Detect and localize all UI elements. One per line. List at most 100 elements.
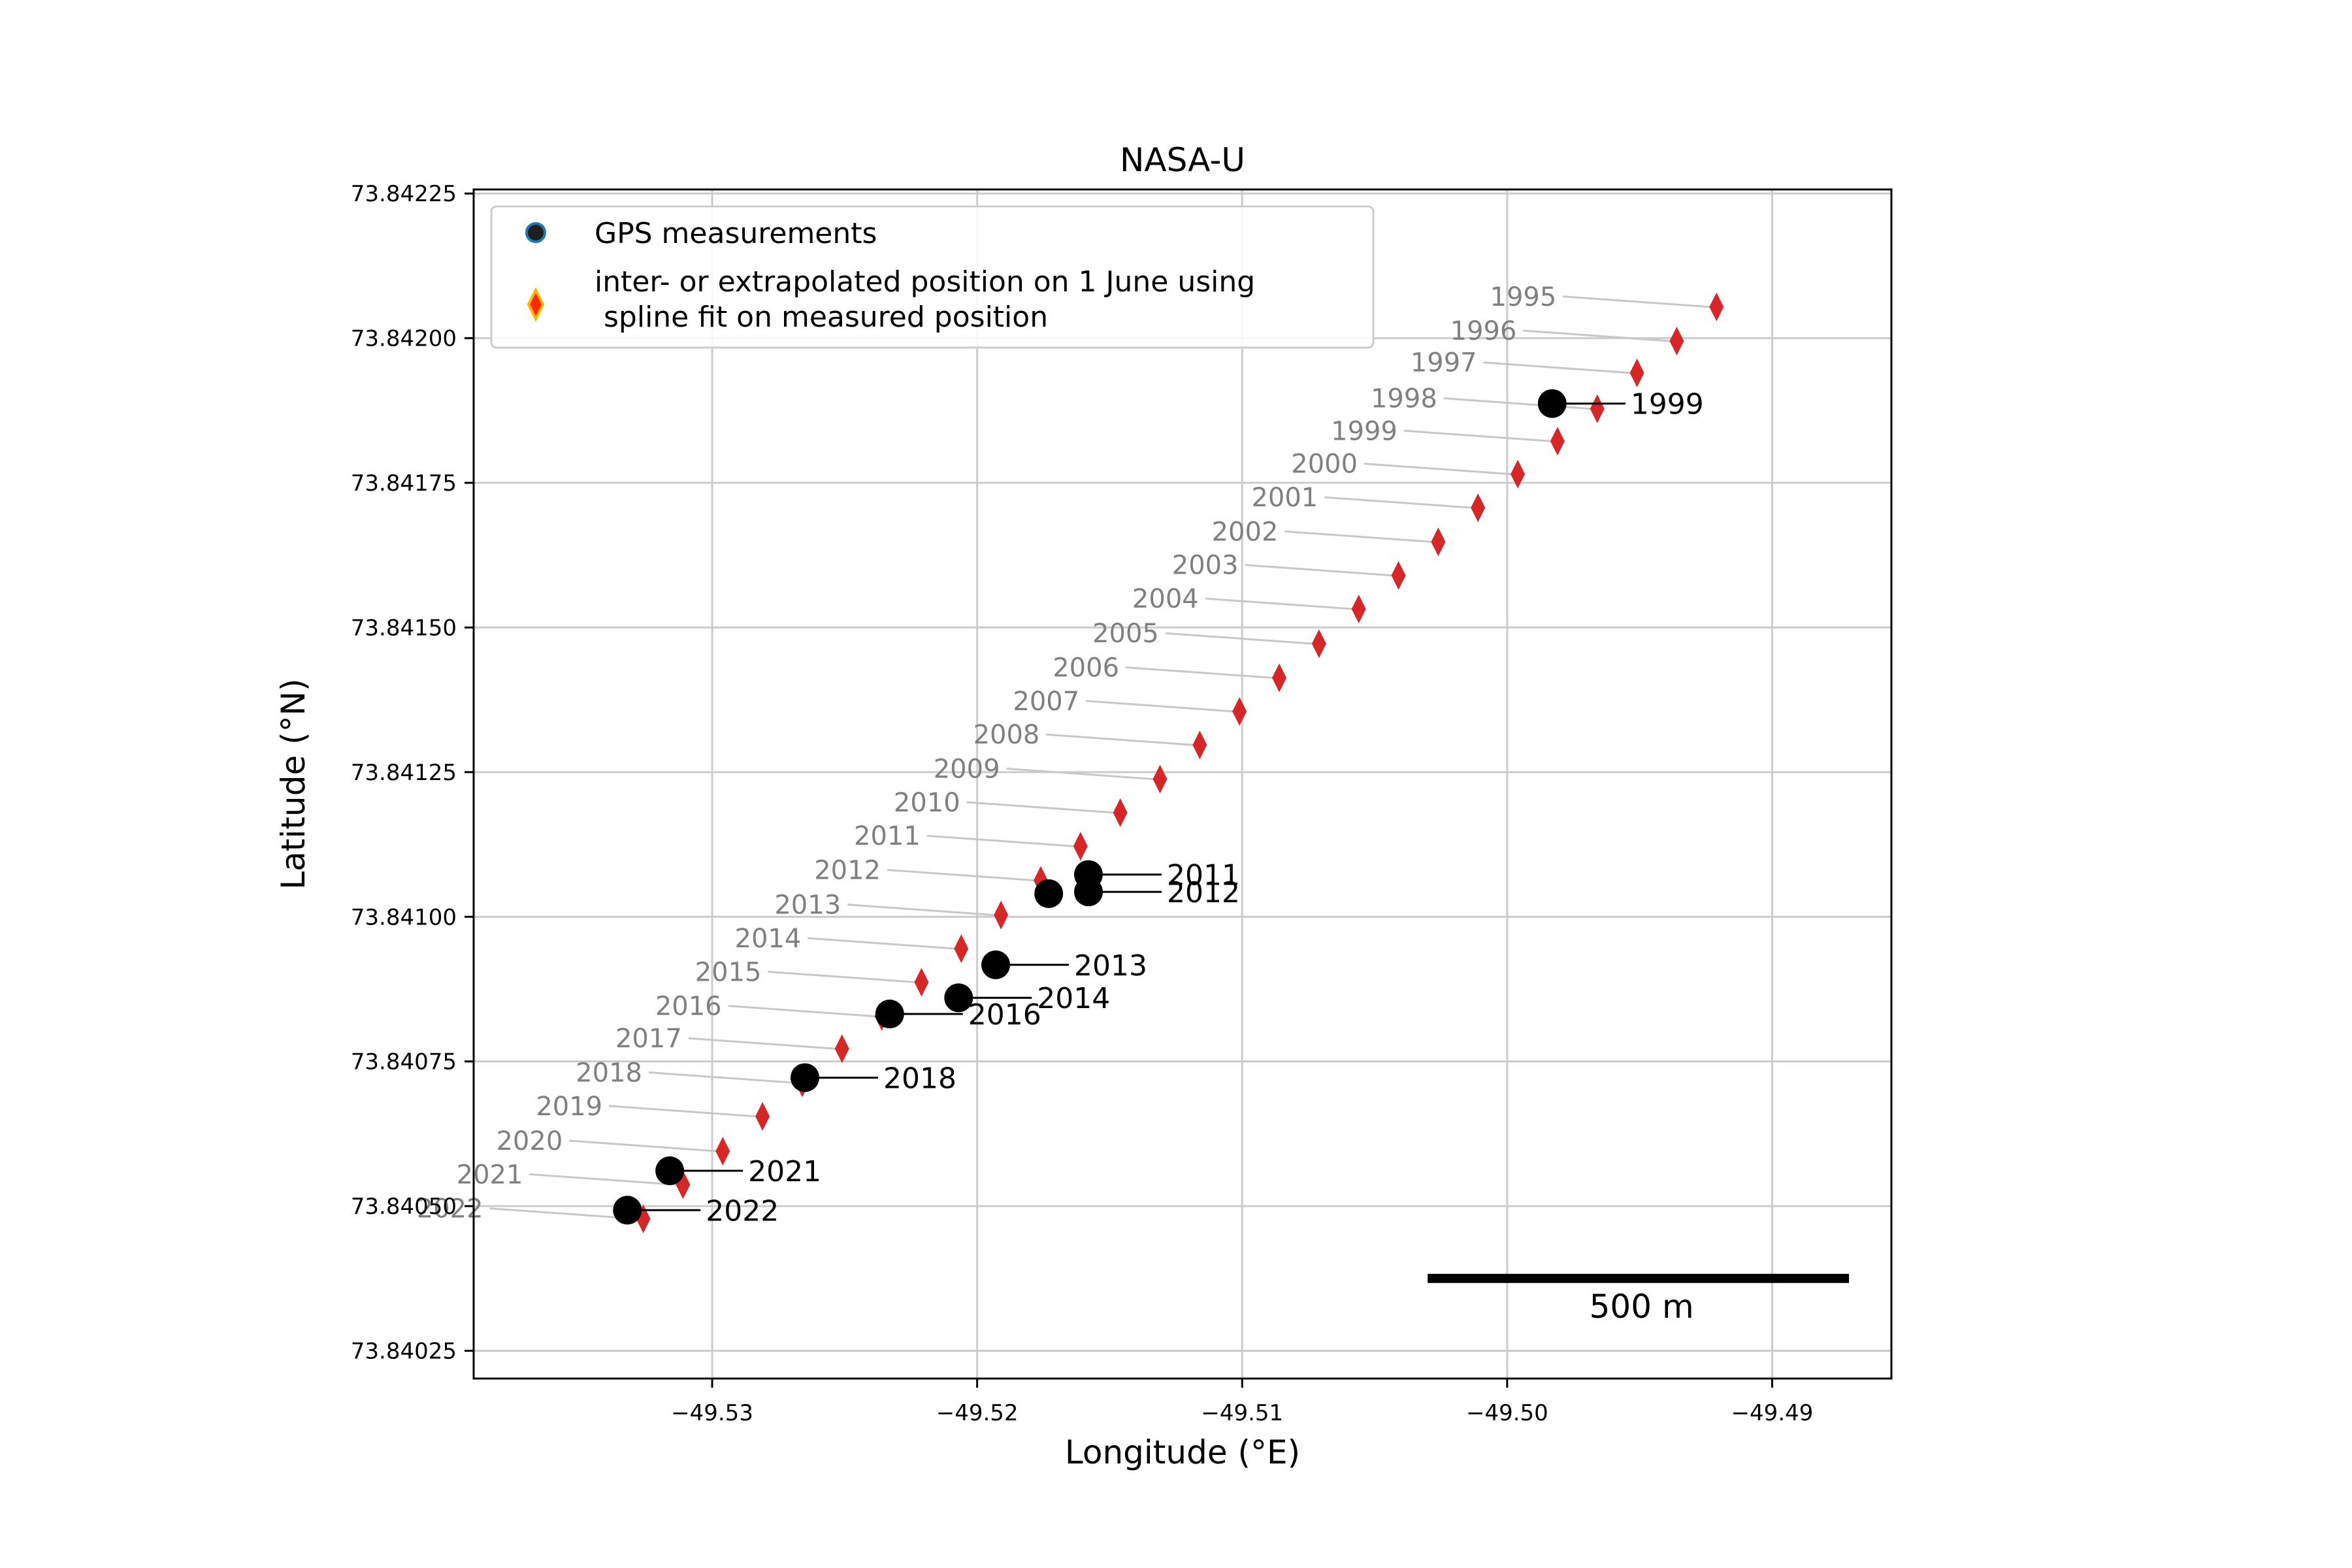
model-point-marker <box>1311 629 1326 659</box>
model-label-connector <box>1523 329 1671 342</box>
model-year-label: 2020 <box>496 1126 563 1156</box>
model-year-label: 2006 <box>1053 653 1119 683</box>
gps-point-marker <box>791 1063 820 1092</box>
model-year-label: 1995 <box>1490 282 1557 312</box>
model-point-marker <box>1669 327 1684 356</box>
y-tick-label: 73.84175 <box>351 470 457 497</box>
model-point-marker <box>1152 764 1168 794</box>
model-point-marker <box>834 1034 849 1064</box>
model-label-connector <box>1284 530 1432 543</box>
model-label-connector <box>847 904 995 917</box>
model-year-label: 2016 <box>655 992 722 1022</box>
model-label-connector <box>1006 767 1154 780</box>
y-axis-label: Latitude (°N) <box>274 678 312 889</box>
model-year-label: 1997 <box>1411 348 1477 378</box>
gps-year-label: 2011 <box>1167 859 1240 892</box>
y-axis-ticks: 73.84025 73.84050 73.84075 73.84100 73.84125… <box>351 181 474 1364</box>
y-tick-label: 73.84050 <box>351 1194 457 1220</box>
legend-gps-marker <box>525 222 546 243</box>
model-label-connector <box>1046 733 1194 746</box>
gps-point-marker <box>1537 389 1567 418</box>
model-label-connector <box>1443 397 1591 410</box>
model-label-connector <box>1324 496 1472 509</box>
model-year-label: 2021 <box>457 1160 523 1190</box>
gps-year-label: 2013 <box>1074 949 1147 983</box>
plot-frame <box>472 188 1893 1380</box>
model-year-label: 2002 <box>1212 517 1279 547</box>
model-year-label: 2008 <box>973 720 1040 750</box>
model-label-connector <box>648 1071 796 1084</box>
model-label-connector <box>1086 700 1233 713</box>
model-label-connector <box>1563 295 1710 308</box>
model-point-marker <box>1391 561 1406 590</box>
model-year-label: 2000 <box>1291 449 1358 480</box>
model-label-connector <box>1205 597 1352 610</box>
model-label-connector <box>1165 632 1313 645</box>
model-point-marker <box>1113 798 1128 827</box>
model-year-label: 2012 <box>814 855 881 885</box>
model-year-label: 2022 <box>417 1194 483 1224</box>
gps-point-marker <box>944 983 973 1013</box>
x-tick-label: −49.51 <box>1201 1400 1283 1426</box>
legend-model-marker <box>527 287 545 322</box>
model-label-connector <box>489 1207 637 1220</box>
scale-bar-label: 500 m <box>1590 1288 1694 1326</box>
model-label-connector <box>728 1005 875 1018</box>
model-point-marker <box>1471 493 1486 523</box>
model-year-label: 2017 <box>615 1024 682 1054</box>
model-point-marker <box>755 1102 770 1131</box>
legend-gps-label: GPS measurements <box>595 217 877 250</box>
scale-bar: 500 m <box>1428 1273 1850 1326</box>
model-year-label: 2014 <box>735 924 802 954</box>
model-point-marker <box>1629 358 1644 387</box>
model-year-label: 2018 <box>576 1058 642 1088</box>
gps-point-marker <box>875 1000 904 1029</box>
model-point-marker <box>1709 292 1724 321</box>
gps-year-label: 2012 <box>1167 876 1240 909</box>
gps-point-marker <box>1034 879 1064 908</box>
model-year-label: 2009 <box>934 754 1000 784</box>
model-label-connector <box>688 1037 836 1050</box>
legend: GPS measurements inter- or extrapolated … <box>490 205 1375 349</box>
model-year-label: 2011 <box>854 821 921 851</box>
model-point-marker <box>1550 427 1565 456</box>
model-label-connector <box>1483 361 1631 374</box>
model-point-marker <box>1431 527 1446 557</box>
model-label-connector <box>768 970 915 983</box>
model-point-marker <box>1192 730 1207 760</box>
model-label-connector <box>569 1139 717 1152</box>
gps-year-label: 2022 <box>706 1194 779 1228</box>
legend-model-label-line-2: spline fit on measured position <box>595 301 1048 334</box>
model-year-label: 2015 <box>695 957 762 987</box>
x-tick-label: −49.53 <box>671 1400 753 1426</box>
model-year-label: 2001 <box>1251 483 1318 513</box>
x-axis-label: Longitude (°E) <box>1065 1433 1300 1471</box>
model-label-connector <box>529 1173 677 1186</box>
model-year-label: 2005 <box>1092 619 1159 649</box>
model-year-label: 2007 <box>1013 687 1079 717</box>
model-label-connector <box>1364 463 1512 476</box>
y-tick-label: 73.84125 <box>351 760 457 786</box>
model-label-connectors <box>489 295 1710 1220</box>
model-label-connector <box>609 1105 757 1118</box>
model-year-label: 2003 <box>1172 551 1239 581</box>
model-year-label: 1999 <box>1331 416 1397 446</box>
model-point-marker <box>914 968 929 997</box>
gps-year-label: 2016 <box>968 998 1041 1032</box>
gps-year-label: 1999 <box>1631 388 1704 421</box>
model-point-marker <box>994 900 1009 930</box>
y-tick-label: 73.84025 <box>351 1338 457 1364</box>
model-point-marker <box>954 934 969 963</box>
model-point-marker <box>1590 394 1605 423</box>
model-label-connector <box>887 868 1035 881</box>
model-point-marker <box>1351 595 1366 624</box>
model-point-marker <box>1272 663 1287 693</box>
y-tick-label: 73.84225 <box>351 181 457 207</box>
gps-markers <box>613 389 1567 1225</box>
model-label-connector <box>926 834 1074 847</box>
x-axis-ticks: −49.53 −49.52 −49.51 −49.50 −49.49 <box>671 1379 1813 1426</box>
legend-box <box>490 205 1375 349</box>
y-tick-label: 73.84100 <box>351 904 457 930</box>
